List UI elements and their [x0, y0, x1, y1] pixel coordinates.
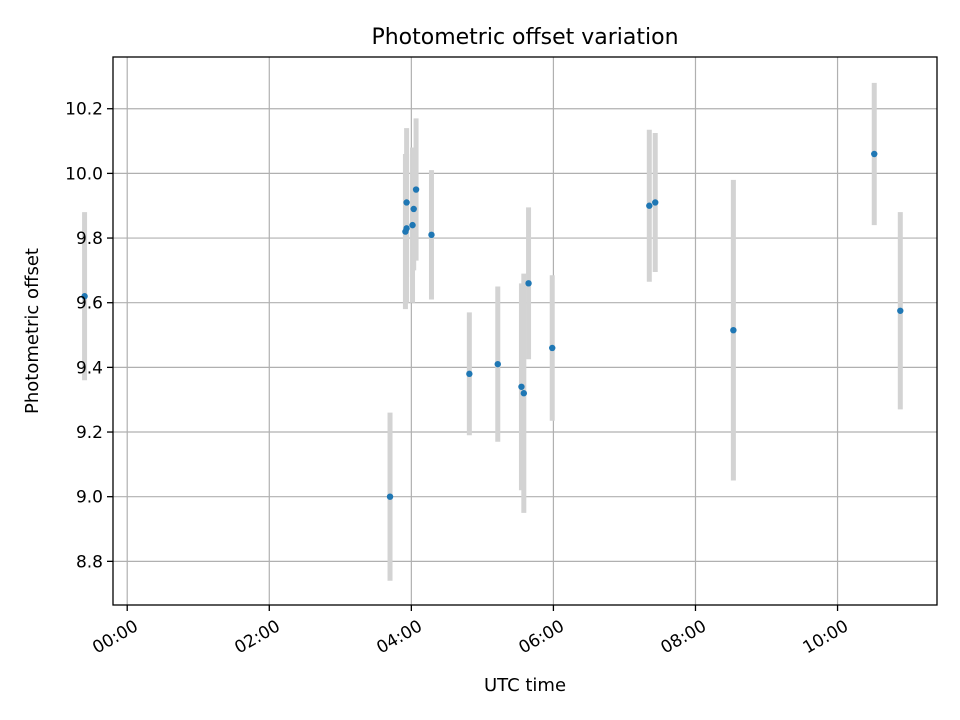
data-point: [897, 307, 904, 314]
data-point: [646, 202, 653, 209]
data-point: [518, 383, 525, 390]
y-tick-label: 10.2: [65, 100, 103, 120]
y-tick-label: 9.8: [76, 229, 103, 249]
y-tick-label: 8.8: [76, 552, 103, 572]
data-point: [403, 199, 410, 206]
y-tick-label: 10.0: [65, 164, 103, 184]
x-axis-label: UTC time: [484, 675, 566, 696]
data-point: [494, 360, 501, 368]
data-point: [410, 205, 417, 213]
data-point: [871, 150, 878, 158]
chart-title: Photometric offset variation: [371, 25, 678, 50]
grid-layer: [113, 57, 937, 605]
data-point: [409, 221, 416, 229]
data-point: [730, 326, 737, 334]
data-point: [525, 280, 532, 287]
point-layer: [81, 150, 904, 500]
y-tick-label: 9.2: [76, 423, 103, 443]
data-point: [386, 493, 394, 500]
y-tick-label: 9.6: [76, 294, 103, 314]
data-point: [412, 186, 420, 193]
y-tick-label: 9.4: [76, 358, 103, 378]
data-point: [549, 344, 556, 352]
data-point: [403, 225, 410, 232]
data-point: [466, 370, 473, 378]
data-point: [520, 390, 528, 397]
data-point: [652, 199, 659, 206]
axes-frame: [112, 56, 938, 606]
y-axis-label: Photometric offset: [22, 248, 43, 414]
y-tick-label: 9.0: [76, 488, 103, 508]
data-point: [81, 293, 88, 300]
data-point: [428, 231, 435, 239]
